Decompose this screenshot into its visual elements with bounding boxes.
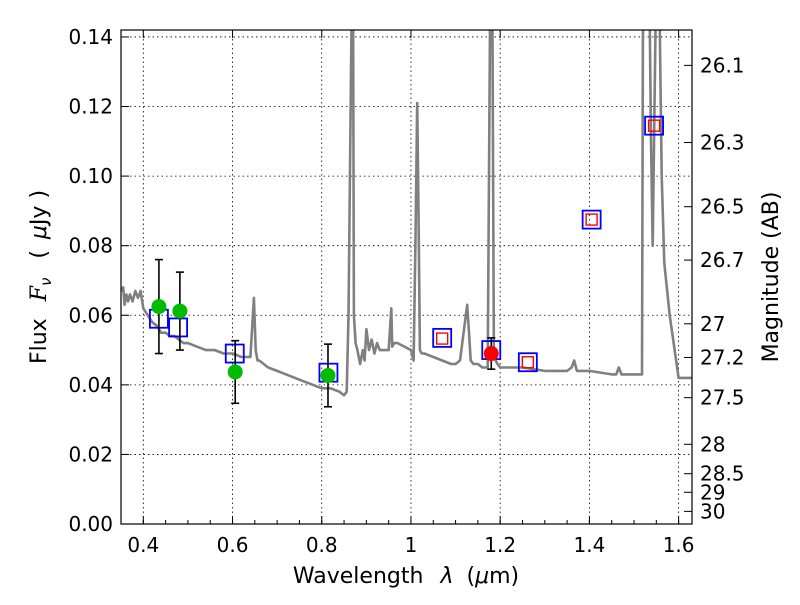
y-axis-label-unit: Jy ) [27, 190, 52, 227]
y2-tick-label: 30 [700, 499, 725, 523]
y2-tick-label: 27.2 [700, 345, 745, 369]
x-tick-label: 1.6 [663, 533, 695, 557]
y-tick-label: 0.00 [68, 512, 113, 536]
x-axis-label-unit: m) [489, 564, 519, 589]
y-axis-label: Flux Fν ( μJy ) [27, 190, 57, 364]
y2-tick-label: 27 [700, 312, 725, 336]
ticks: 0.4 0.6 0.8 1 1.2 1.4 1.6 0.00 0.02 0.04 0.06 0.08 0… [68, 25, 744, 557]
x-tick-label: 0.8 [306, 533, 338, 557]
observed-optical-point [172, 303, 188, 319]
x-tick-label: 0.6 [217, 533, 249, 557]
y-axis-label-mu: μ [27, 225, 52, 240]
y2-tick-label: 28.5 [700, 462, 745, 486]
plot-frame [120, 29, 693, 525]
y-tick-label: 0.06 [68, 303, 113, 327]
y-tick-label: 0.14 [68, 25, 113, 49]
y-axis-label-symbol: F [27, 285, 52, 302]
model-photometry-point [644, 115, 664, 136]
y2-tick-label: 26.5 [700, 195, 745, 219]
y-tick-label: 0.04 [68, 373, 113, 397]
observed-nir-point [585, 213, 598, 226]
y-tick-label: 0.12 [68, 95, 113, 119]
y2-axis-label: Magnitude (AB) [759, 192, 784, 363]
observed-optical-point [227, 364, 243, 380]
y2-tick-label: 26.1 [700, 53, 745, 77]
y2-tick-label: 26.3 [700, 131, 745, 155]
y2-tick-label: 26.7 [700, 248, 745, 272]
x-tick-label: 1.2 [484, 533, 516, 557]
x-axis-label-symbol: λ [439, 564, 453, 589]
x-tick-label: 0.4 [127, 533, 159, 557]
model-photometry-point [581, 209, 602, 230]
x-axis-label: Wavelength λ (μm) [293, 564, 519, 589]
y-axis-label-text: Flux [27, 318, 52, 364]
y-axis-label-subscript: ν [37, 278, 55, 286]
model-spectrum-line [121, 30, 692, 397]
y2-tick-label: 27.5 [700, 386, 745, 410]
observed-nir-point [435, 332, 449, 345]
plot-area [121, 30, 692, 524]
x-axis-label-text: Wavelength [293, 564, 424, 589]
model-photometry-point [517, 352, 538, 373]
model-photometry-point [432, 327, 453, 348]
x-tick-label: 1.4 [573, 533, 605, 557]
y-tick-label: 0.08 [68, 234, 113, 258]
observed-optical-point [320, 367, 336, 383]
y2-tick-label: 29 [700, 480, 725, 504]
observed-nir-point [647, 119, 661, 132]
x-tick-label: 1 [405, 533, 418, 557]
y-axis-label-paren: ( [27, 250, 52, 259]
y2-tick-label: 28 [700, 432, 725, 456]
y-tick-label: 0.02 [68, 442, 113, 466]
observed-nir-point [521, 356, 535, 369]
model-photometry-point [168, 317, 189, 338]
x-axis-label-mu: μ [474, 564, 489, 589]
x-axis-label-paren: ( [466, 564, 475, 589]
observed-optical-point [151, 299, 167, 315]
series-layer [121, 30, 692, 408]
y-tick-label: 0.10 [68, 164, 113, 188]
observed-nir-detection-point [483, 346, 499, 362]
